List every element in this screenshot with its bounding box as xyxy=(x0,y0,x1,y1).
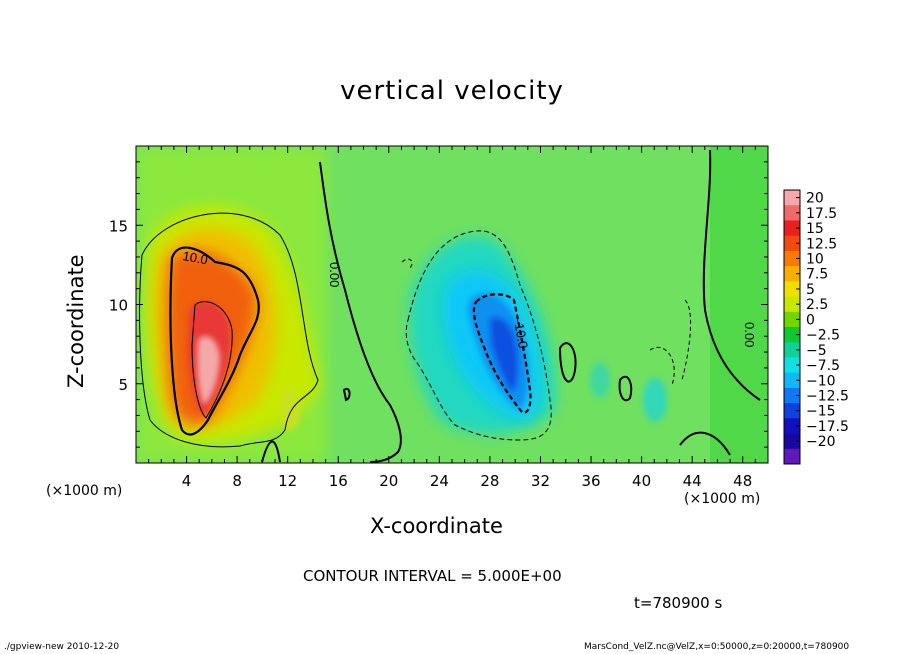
colorbar-swatch xyxy=(784,235,800,252)
contour-label: -10.0 xyxy=(511,318,531,350)
colorbar-swatch xyxy=(784,250,800,267)
updraft-peak xyxy=(197,336,220,405)
colorbar-label: −20 xyxy=(806,434,836,450)
y-tick-label: 10 xyxy=(109,297,128,315)
colorbar-swatch xyxy=(784,448,800,465)
colorbar-swatch xyxy=(784,433,800,450)
contour-interval-label: CONTOUR INTERVAL = 5.000E+00 xyxy=(303,567,562,585)
colorbar-swatch xyxy=(784,387,800,404)
colorbar-label: −17.5 xyxy=(806,419,849,435)
contour-plus10 xyxy=(169,246,260,436)
y-axis: 5 10 15 xyxy=(109,161,768,448)
colorbar: 2017.51512.5107.552.50−2.5−5−7.5−10−12.5… xyxy=(783,189,849,465)
colorbar-swatch xyxy=(784,372,800,389)
colorbar-label: −2.5 xyxy=(806,328,840,344)
contour-small-3 xyxy=(679,431,731,456)
colorbar-swatch xyxy=(784,418,800,435)
colorbar-label: 5 xyxy=(806,282,815,298)
footer-source: MarsCond_VelZ.nc@VelZ,x=0:50000,z=0:2000… xyxy=(584,642,850,652)
x-tick-label: 40 xyxy=(632,472,651,490)
colorbar-label: −10 xyxy=(806,373,836,389)
colorbar-label: 0 xyxy=(806,312,815,328)
contour-small-2 xyxy=(618,375,633,402)
colorbar-label: 12.5 xyxy=(806,236,837,252)
colorbar-label: −5 xyxy=(806,343,827,359)
x-axis: 4 8 12 16 20 24 28 32 36 40 44 48 xyxy=(148,146,756,490)
colorbar-swatch xyxy=(784,357,800,374)
x-tick-label: 4 xyxy=(182,472,192,490)
colorbar-label: 7.5 xyxy=(806,267,828,283)
contour-small-8 xyxy=(681,299,692,381)
contour-label-group: 10.0 0.00 -10.0 0.00 xyxy=(181,248,757,350)
x-tick-label: 36 xyxy=(581,472,600,490)
colorbar-label: 20 xyxy=(806,191,824,207)
colorbar-swatch xyxy=(784,296,800,313)
contour-zero-right xyxy=(702,149,761,401)
weak-updraft-1 xyxy=(280,390,300,430)
y-axis-label: Z-coordinate xyxy=(64,254,88,388)
x-tick-label: 24 xyxy=(430,472,449,490)
colorbar-swatch xyxy=(784,190,800,206)
contour-lines xyxy=(139,149,761,463)
x-axis-unit: (×1000 m) xyxy=(46,483,123,499)
x-tick-label: 12 xyxy=(278,472,297,490)
contour-minus10 xyxy=(472,293,532,414)
footer-program: ./gpview-new 2010-12-20 xyxy=(4,642,120,652)
y-tick-label: 15 xyxy=(109,217,128,235)
colorbar-label: −12.5 xyxy=(806,389,849,405)
colorbar-swatch xyxy=(784,311,800,328)
downdraft-core xyxy=(490,317,518,392)
contour-plus15 xyxy=(191,301,233,419)
x-axis-label: X-coordinate xyxy=(370,514,503,538)
contour-label: 0.00 xyxy=(327,262,342,287)
x-tick-label: 28 xyxy=(480,472,499,490)
colorbar-swatch xyxy=(784,281,800,298)
contour-small-7 xyxy=(342,387,351,402)
x-tick-label: 44 xyxy=(683,472,702,490)
time-label: t=780900 s xyxy=(634,594,723,612)
y-axis-unit: (×1000 m) xyxy=(684,491,761,507)
weak-downdraft-2 xyxy=(590,362,610,398)
contour-small-6 xyxy=(401,258,413,269)
x-tick-label: 8 xyxy=(232,472,242,490)
colorbar-label: 17.5 xyxy=(806,206,837,222)
colorbar-swatch xyxy=(784,403,800,419)
colorbar-label: 15 xyxy=(806,221,824,237)
contour-label: 0.00 xyxy=(742,322,757,347)
contour-small-4 xyxy=(261,440,281,463)
chart-title: vertical velocity xyxy=(340,76,564,106)
x-tick-label: 48 xyxy=(733,472,752,490)
contour-minus5 xyxy=(405,230,552,441)
colorbar-frame xyxy=(783,189,801,465)
colorbar-swatch xyxy=(784,220,800,237)
colorbar-swatch xyxy=(784,342,800,358)
colorbar-swatch xyxy=(784,205,800,221)
weak-downdraft-1 xyxy=(643,378,667,422)
y-tick-label: 5 xyxy=(118,376,128,394)
colorbar-swatch xyxy=(784,266,800,282)
colorbar-label: −7.5 xyxy=(806,358,840,374)
colorbar-swatch xyxy=(784,327,800,343)
heatmap-field xyxy=(136,146,768,463)
contour-label: 10.0 xyxy=(181,248,209,267)
colorbar-label: 10 xyxy=(806,252,824,268)
x-tick-label: 20 xyxy=(379,472,398,490)
colorbar-label: −15 xyxy=(806,404,836,420)
field-right-region xyxy=(710,146,768,463)
x-tick-label: 32 xyxy=(531,472,550,490)
contour-small-1 xyxy=(558,342,577,383)
contour-small-5 xyxy=(649,347,675,386)
x-tick-label: 16 xyxy=(329,472,348,490)
contour-zero-left xyxy=(319,161,402,463)
colorbar-label: 2.5 xyxy=(806,297,828,313)
contour-plus5 xyxy=(139,212,319,448)
